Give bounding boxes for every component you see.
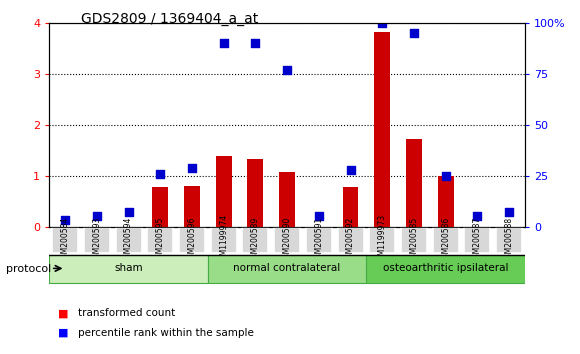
Bar <box>84 227 110 253</box>
Point <box>409 30 419 36</box>
Point <box>473 213 482 219</box>
Point <box>155 171 165 177</box>
Bar <box>216 156 231 227</box>
Bar <box>433 227 459 253</box>
Bar <box>115 227 142 253</box>
Bar <box>401 227 427 253</box>
Bar <box>367 255 525 283</box>
Bar <box>438 176 454 227</box>
Text: GSM200584: GSM200584 <box>61 217 70 263</box>
Bar <box>279 172 295 227</box>
Text: GDS2809 / 1369404_a_at: GDS2809 / 1369404_a_at <box>81 12 259 27</box>
Bar <box>153 187 168 227</box>
Point <box>282 67 292 73</box>
Bar <box>211 227 237 253</box>
Text: GSM1199973: GSM1199973 <box>378 214 387 266</box>
Text: GSM200590: GSM200590 <box>282 217 292 263</box>
Bar <box>343 187 358 227</box>
Text: GSM200596: GSM200596 <box>187 217 197 263</box>
Bar <box>406 139 422 227</box>
Bar <box>496 227 522 253</box>
Point <box>124 210 133 215</box>
Point <box>60 218 70 223</box>
Text: GSM200587: GSM200587 <box>473 217 482 263</box>
Text: transformed count: transformed count <box>78 308 176 318</box>
Point <box>346 167 355 172</box>
Text: GSM200585: GSM200585 <box>409 217 418 263</box>
Bar <box>338 227 364 253</box>
Point <box>505 210 514 215</box>
Bar <box>208 255 367 283</box>
Text: osteoarthritic ipsilateral: osteoarthritic ipsilateral <box>383 263 509 273</box>
Text: GSM1199974: GSM1199974 <box>219 214 228 266</box>
Text: GSM200593: GSM200593 <box>92 217 101 263</box>
Text: protocol: protocol <box>6 264 51 274</box>
Bar <box>306 227 332 253</box>
Point <box>219 41 229 46</box>
Bar <box>147 227 173 253</box>
Point <box>92 213 101 219</box>
Text: GSM200592: GSM200592 <box>346 217 355 263</box>
Bar <box>369 227 395 253</box>
Text: percentile rank within the sample: percentile rank within the sample <box>78 328 254 338</box>
Text: sham: sham <box>114 263 143 273</box>
Bar <box>179 227 205 253</box>
Text: ■: ■ <box>58 308 68 318</box>
Text: ■: ■ <box>58 328 68 338</box>
Bar <box>242 227 269 253</box>
Bar <box>184 186 200 227</box>
Bar <box>465 227 490 253</box>
Point <box>187 165 197 170</box>
Bar <box>274 227 300 253</box>
Text: GSM200591: GSM200591 <box>314 217 323 263</box>
Text: GSM200586: GSM200586 <box>441 217 450 263</box>
Bar <box>52 227 78 253</box>
Text: GSM200588: GSM200588 <box>505 217 513 263</box>
Point <box>378 20 387 26</box>
Text: GSM200595: GSM200595 <box>156 217 165 263</box>
Bar <box>49 255 208 283</box>
Bar <box>248 159 263 227</box>
Text: normal contralateral: normal contralateral <box>234 263 340 273</box>
Point <box>251 41 260 46</box>
Point <box>314 213 324 219</box>
Text: GSM200594: GSM200594 <box>124 217 133 263</box>
Bar <box>374 32 390 227</box>
Point <box>441 173 450 178</box>
Text: GSM200589: GSM200589 <box>251 217 260 263</box>
